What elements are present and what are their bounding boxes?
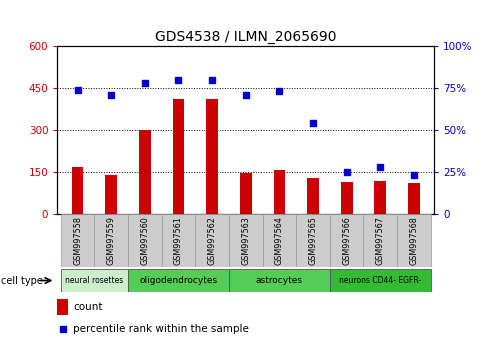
Bar — [61, 214, 94, 267]
Text: GSM997562: GSM997562 — [208, 216, 217, 265]
Bar — [374, 181, 386, 214]
Text: astrocytes: astrocytes — [256, 276, 303, 285]
Bar — [330, 214, 363, 267]
Text: cell type: cell type — [1, 275, 43, 286]
Text: GSM997564: GSM997564 — [275, 216, 284, 264]
Text: GSM997566: GSM997566 — [342, 216, 351, 264]
Bar — [341, 182, 353, 214]
Text: GSM997568: GSM997568 — [410, 216, 419, 264]
Bar — [105, 175, 117, 214]
Bar — [61, 269, 128, 292]
Bar — [57, 298, 68, 315]
Text: GSM997561: GSM997561 — [174, 216, 183, 264]
Bar — [363, 214, 397, 267]
Bar — [173, 99, 184, 214]
Bar — [94, 214, 128, 267]
Bar — [162, 214, 195, 267]
Text: GSM997567: GSM997567 — [376, 216, 385, 265]
Bar — [139, 130, 151, 214]
Title: GDS4538 / ILMN_2065690: GDS4538 / ILMN_2065690 — [155, 30, 336, 44]
Bar — [397, 214, 431, 267]
Text: neural rosettes: neural rosettes — [65, 276, 124, 285]
Bar — [408, 183, 420, 214]
Text: GSM997558: GSM997558 — [73, 216, 82, 265]
Bar — [307, 178, 319, 214]
Bar — [229, 269, 330, 292]
Bar — [330, 269, 431, 292]
Text: GSM997559: GSM997559 — [107, 216, 116, 265]
Text: GSM997563: GSM997563 — [241, 216, 250, 264]
Bar — [128, 269, 229, 292]
Text: neurons CD44- EGFR-: neurons CD44- EGFR- — [339, 276, 422, 285]
Bar — [229, 214, 262, 267]
Text: percentile rank within the sample: percentile rank within the sample — [73, 324, 249, 334]
Bar — [128, 214, 162, 267]
Text: oligodendrocytes: oligodendrocytes — [139, 276, 218, 285]
Text: GSM997565: GSM997565 — [308, 216, 317, 265]
Bar — [195, 214, 229, 267]
Bar — [206, 99, 218, 214]
Bar — [72, 166, 83, 214]
Text: count: count — [73, 302, 103, 312]
Bar — [240, 173, 251, 214]
Bar — [273, 170, 285, 214]
Bar — [262, 214, 296, 267]
Bar — [296, 214, 330, 267]
Text: GSM997560: GSM997560 — [140, 216, 149, 264]
